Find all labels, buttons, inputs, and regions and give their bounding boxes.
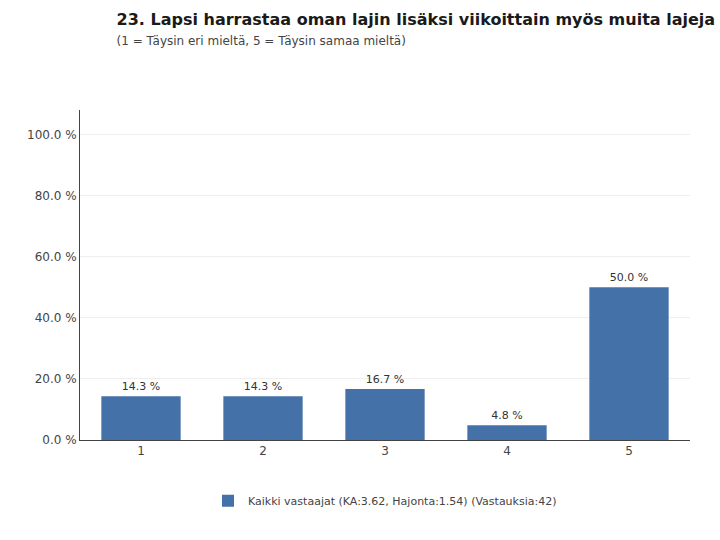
svg-text:50.0 %: 50.0 %	[610, 271, 648, 284]
svg-text:2: 2	[259, 444, 267, 458]
svg-text:3: 3	[381, 444, 389, 458]
svg-text:0.0 %: 0.0 %	[42, 433, 76, 447]
svg-text:14.3 %: 14.3 %	[244, 380, 282, 393]
svg-text:Kaikki vastaajat (KA:3.62, Haj: Kaikki vastaajat (KA:3.62, Hajonta:1.54)…	[248, 495, 557, 508]
svg-text:80.0 %: 80.0 %	[35, 189, 77, 203]
svg-text:40.0 %: 40.0 %	[35, 311, 77, 325]
svg-text:4: 4	[503, 444, 511, 458]
svg-text:23. Lapsi harrastaa oman lajin: 23. Lapsi harrastaa oman lajin lisäksi v…	[117, 10, 715, 49]
svg-text:60.0 %: 60.0 %	[35, 250, 77, 264]
svg-text:5: 5	[625, 444, 633, 458]
svg-text:100.0 %: 100.0 %	[27, 128, 77, 142]
svg-text:1: 1	[137, 444, 145, 458]
svg-text:4.8 %: 4.8 %	[491, 409, 522, 422]
svg-text:14.3 %: 14.3 %	[122, 380, 160, 393]
svg-text:16.7 %: 16.7 %	[366, 373, 404, 386]
svg-text:20.0 %: 20.0 %	[35, 372, 77, 386]
